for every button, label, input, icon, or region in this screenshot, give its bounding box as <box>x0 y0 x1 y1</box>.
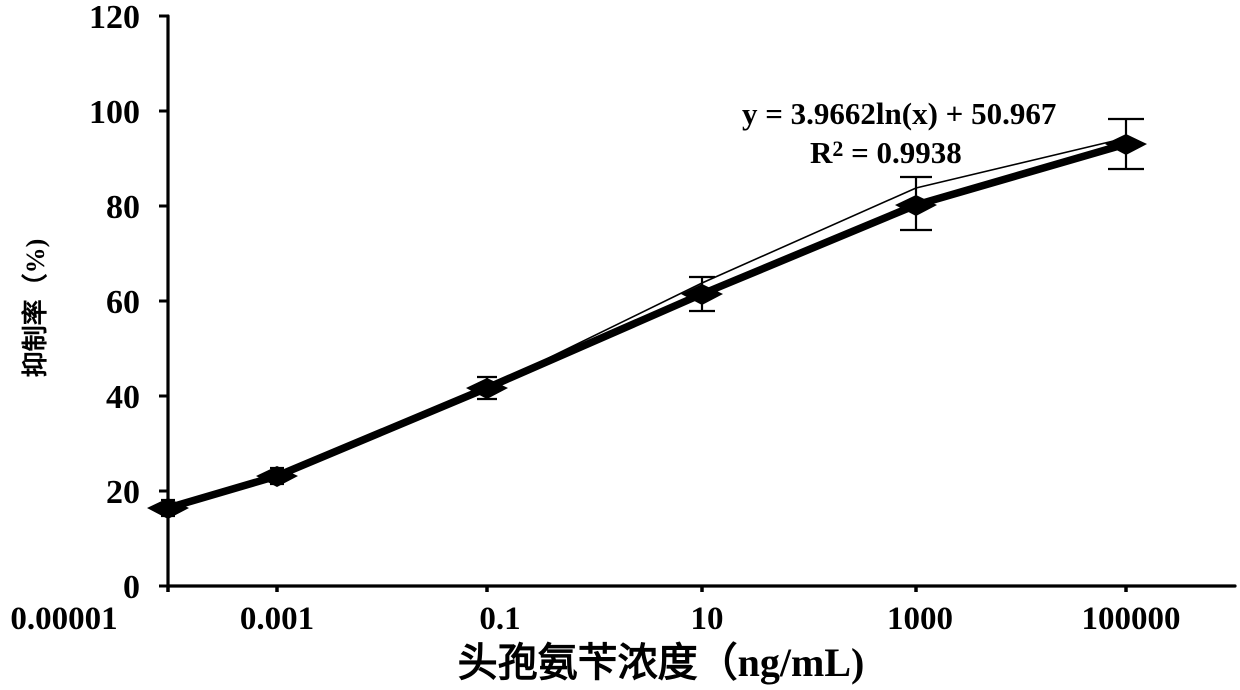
svg-text:100: 100 <box>89 94 140 131</box>
svg-text:40: 40 <box>106 379 140 416</box>
svg-text:120: 120 <box>89 0 140 36</box>
svg-text:60: 60 <box>106 284 140 321</box>
svg-text:抑制率（%): 抑制率（%) <box>20 239 50 378</box>
svg-text:头孢氨苄浓度（ng/mL): 头孢氨苄浓度（ng/mL) <box>458 640 865 685</box>
svg-text:100000: 100000 <box>1082 601 1181 637</box>
svg-text:0.1: 0.1 <box>479 601 520 637</box>
svg-text:0.00001: 0.00001 <box>10 601 117 637</box>
svg-text:10: 10 <box>691 601 724 637</box>
svg-text:0: 0 <box>123 569 140 606</box>
svg-text:0.001: 0.001 <box>240 601 314 637</box>
svg-text:80: 80 <box>106 189 140 226</box>
svg-text:y = 3.9662ln(x) + 50.967: y = 3.9662ln(x) + 50.967 <box>742 96 1056 131</box>
svg-text:20: 20 <box>106 474 140 511</box>
svg-text:1000: 1000 <box>887 601 953 637</box>
